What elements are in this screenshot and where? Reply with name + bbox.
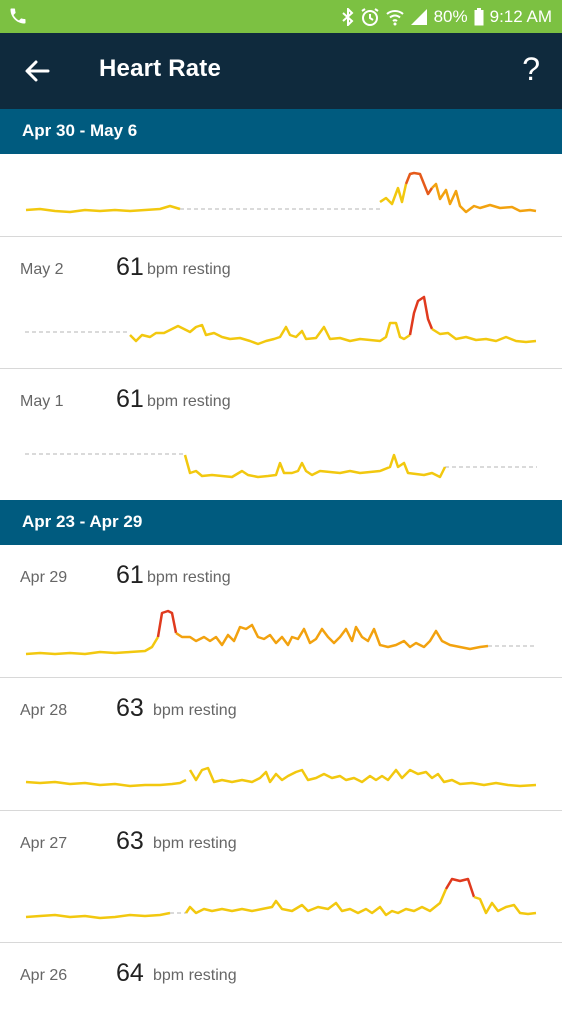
bpm-unit-label: bpm resting: [153, 835, 237, 852]
bpm-unit-label: bpm resting: [147, 569, 231, 586]
day-heart-rate-chart: [25, 877, 537, 920]
bpm-unit-label: bpm resting: [147, 261, 231, 278]
day-date: Apr 26: [20, 967, 68, 984]
day-date: Apr 27: [20, 835, 68, 852]
help-button[interactable]: ?: [522, 51, 540, 87]
wifi-icon: [385, 9, 404, 25]
resting-bpm-value: 61: [116, 253, 144, 281]
day-row[interactable]: Apr 27 63 bpm resting: [0, 811, 562, 943]
day-heart-rate-chart: [25, 609, 535, 656]
clock-time: 9:12 AM: [489, 6, 552, 26]
bluetooth-icon: [341, 7, 354, 26]
day-heart-rate-chart: [25, 766, 537, 788]
resting-bpm-value: 63: [116, 694, 144, 722]
battery-percent: 80%: [433, 6, 468, 26]
page-title: Heart Rate: [99, 55, 222, 82]
battery-icon: [474, 7, 484, 25]
status-bar: 80% 9:12 AM: [0, 0, 562, 33]
resting-bpm-value: 64: [116, 959, 144, 987]
bpm-unit-label: bpm resting: [153, 702, 237, 719]
week-header: Apr 30 - May 6: [0, 109, 562, 154]
bpm-unit-label: bpm resting: [153, 967, 237, 984]
phone-icon: [10, 8, 26, 24]
day-heart-rate-chart: [25, 295, 537, 346]
week-label: Apr 30 - May 6: [22, 121, 138, 140]
day-date: May 2: [20, 261, 64, 278]
bpm-unit-label: bpm resting: [147, 393, 231, 410]
resting-bpm-value: 61: [116, 561, 144, 589]
week-label: Apr 23 - Apr 29: [22, 512, 143, 531]
week-summary-chart: [25, 171, 537, 214]
resting-bpm-value: 61: [116, 385, 144, 413]
day-row[interactable]: Apr 26 64 bpm resting: [0, 943, 562, 1013]
day-date: Apr 28: [20, 702, 68, 719]
day-row[interactable]: Apr 28 63 bpm resting: [0, 678, 562, 811]
arrow-left-icon[interactable]: [22, 55, 54, 87]
day-row[interactable]: Apr 29 61 bpm resting: [0, 545, 562, 678]
day-heart-rate-chart: [25, 453, 537, 479]
week-header: Apr 23 - Apr 29: [0, 500, 562, 545]
resting-bpm-value: 63: [116, 827, 144, 855]
alarm-icon: [361, 7, 379, 26]
day-row[interactable]: May 2 61 bpm resting: [0, 237, 562, 369]
week-summary-row[interactable]: [0, 154, 562, 237]
day-row[interactable]: May 1 61 bpm resting: [0, 369, 562, 501]
app-bar: Heart Rate ?: [0, 33, 562, 109]
signal-icon: [410, 8, 427, 25]
day-date: Apr 29: [20, 569, 68, 586]
day-date: May 1: [20, 393, 64, 410]
